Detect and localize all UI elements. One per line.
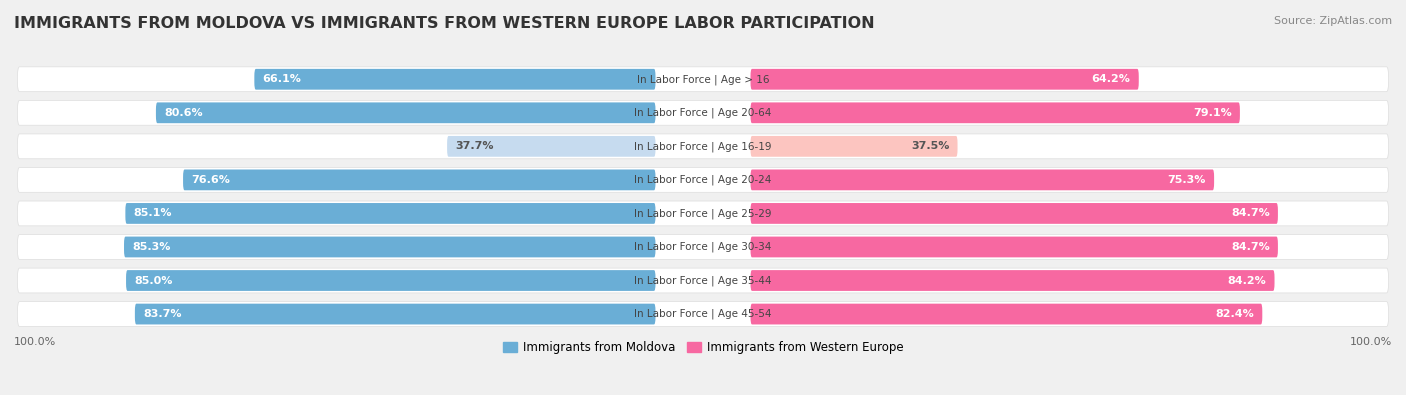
Legend: Immigrants from Moldova, Immigrants from Western Europe: Immigrants from Moldova, Immigrants from…: [502, 341, 904, 354]
Text: In Labor Force | Age 20-24: In Labor Force | Age 20-24: [634, 175, 772, 185]
FancyBboxPatch shape: [127, 270, 655, 291]
Text: In Labor Force | Age 20-64: In Labor Force | Age 20-64: [634, 107, 772, 118]
Text: In Labor Force | Age 30-34: In Labor Force | Age 30-34: [634, 242, 772, 252]
FancyBboxPatch shape: [125, 203, 655, 224]
Text: 80.6%: 80.6%: [165, 108, 202, 118]
Text: Source: ZipAtlas.com: Source: ZipAtlas.com: [1274, 16, 1392, 26]
Text: 83.7%: 83.7%: [143, 309, 181, 319]
FancyBboxPatch shape: [124, 237, 655, 258]
FancyBboxPatch shape: [751, 270, 1274, 291]
Text: 37.5%: 37.5%: [911, 141, 949, 151]
FancyBboxPatch shape: [17, 302, 1389, 327]
FancyBboxPatch shape: [156, 102, 655, 123]
FancyBboxPatch shape: [447, 136, 655, 157]
Text: 84.7%: 84.7%: [1232, 209, 1270, 218]
FancyBboxPatch shape: [751, 136, 957, 157]
Text: IMMIGRANTS FROM MOLDOVA VS IMMIGRANTS FROM WESTERN EUROPE LABOR PARTICIPATION: IMMIGRANTS FROM MOLDOVA VS IMMIGRANTS FR…: [14, 16, 875, 31]
FancyBboxPatch shape: [751, 304, 1263, 324]
FancyBboxPatch shape: [17, 100, 1389, 125]
Text: 84.2%: 84.2%: [1227, 276, 1267, 286]
Text: 85.0%: 85.0%: [134, 276, 173, 286]
FancyBboxPatch shape: [17, 235, 1389, 260]
Text: 84.7%: 84.7%: [1232, 242, 1270, 252]
FancyBboxPatch shape: [17, 201, 1389, 226]
Text: 75.3%: 75.3%: [1167, 175, 1206, 185]
FancyBboxPatch shape: [751, 102, 1240, 123]
Text: 100.0%: 100.0%: [14, 337, 56, 346]
Text: 100.0%: 100.0%: [1350, 337, 1392, 346]
Text: 85.1%: 85.1%: [134, 209, 172, 218]
Text: 76.6%: 76.6%: [191, 175, 231, 185]
Text: 37.7%: 37.7%: [456, 141, 494, 151]
Text: 66.1%: 66.1%: [263, 74, 301, 84]
Text: 64.2%: 64.2%: [1091, 74, 1130, 84]
Text: In Labor Force | Age 35-44: In Labor Force | Age 35-44: [634, 275, 772, 286]
Text: In Labor Force | Age 16-19: In Labor Force | Age 16-19: [634, 141, 772, 152]
FancyBboxPatch shape: [17, 134, 1389, 159]
FancyBboxPatch shape: [17, 167, 1389, 192]
Text: 82.4%: 82.4%: [1215, 309, 1254, 319]
FancyBboxPatch shape: [183, 169, 655, 190]
Text: 79.1%: 79.1%: [1194, 108, 1232, 118]
Text: In Labor Force | Age 45-54: In Labor Force | Age 45-54: [634, 309, 772, 319]
FancyBboxPatch shape: [751, 69, 1139, 90]
FancyBboxPatch shape: [135, 304, 655, 324]
Text: In Labor Force | Age 25-29: In Labor Force | Age 25-29: [634, 208, 772, 219]
FancyBboxPatch shape: [17, 67, 1389, 92]
Text: In Labor Force | Age > 16: In Labor Force | Age > 16: [637, 74, 769, 85]
FancyBboxPatch shape: [17, 268, 1389, 293]
FancyBboxPatch shape: [254, 69, 655, 90]
FancyBboxPatch shape: [751, 203, 1278, 224]
Text: 85.3%: 85.3%: [132, 242, 170, 252]
FancyBboxPatch shape: [751, 237, 1278, 258]
FancyBboxPatch shape: [751, 169, 1215, 190]
